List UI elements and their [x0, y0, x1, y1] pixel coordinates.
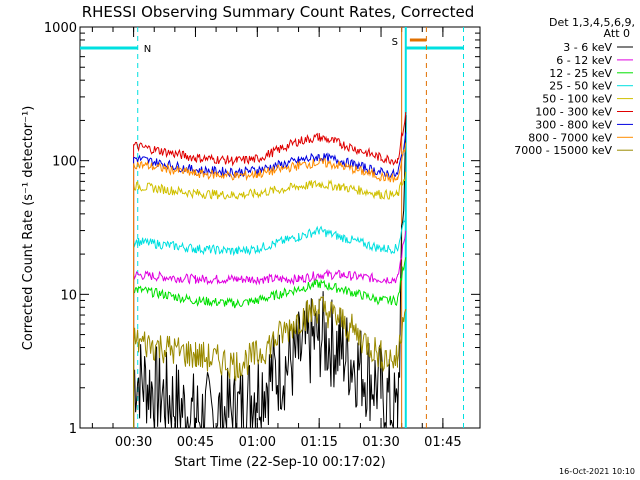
legend-label: 12 - 25 keV — [549, 67, 612, 80]
annotations: NS — [80, 27, 465, 428]
x-tick-label: 01:30 — [362, 435, 399, 450]
y-tick-label: 1 — [69, 422, 77, 437]
series-line — [133, 230, 407, 428]
series-line — [133, 171, 407, 428]
legend-label: 7000 - 15000 keV — [514, 144, 612, 157]
night-label: N — [144, 44, 151, 55]
legend-label: 100 - 300 keV — [535, 106, 612, 119]
plot-frame — [79, 26, 481, 429]
legend-label: 50 - 100 keV — [542, 93, 612, 106]
x-tick-label: 01:45 — [424, 435, 461, 450]
y-tick-label: 10 — [60, 288, 77, 303]
y-axis: 1 10 100 1000 — [44, 21, 480, 437]
y-tick-label: 1000 — [44, 21, 77, 36]
legend-label: 800 - 7000 keV — [528, 131, 612, 144]
x-tick-label: 00:30 — [115, 435, 152, 450]
legend-label: 300 - 800 keV — [535, 118, 612, 131]
series-line — [133, 295, 407, 428]
saa-label: S — [392, 37, 398, 48]
series-line — [133, 142, 407, 428]
x-tick-label: 01:15 — [300, 435, 337, 450]
series-group — [133, 112, 407, 429]
x-axis-label: Start Time (22-Sep-10 00:17:02) — [174, 455, 385, 470]
series-line — [133, 257, 407, 428]
x-axis: 00:30 00:45 01:00 01:15 01:30 01:45 — [91, 27, 465, 450]
legend-header-line2: Att 0 — [604, 27, 630, 40]
chart-title: RHESSI Observing Summary Count Rates, Co… — [82, 3, 475, 21]
legend-label: 6 - 12 keV — [556, 54, 612, 67]
series-line — [133, 215, 407, 428]
x-tick-label: 01:00 — [239, 435, 276, 450]
series-line — [133, 115, 407, 429]
legend-header-line1: Det 1,3,4,5,6,9, — [549, 16, 635, 29]
footer-timestamp: 16-Oct-2021 10:10 — [559, 467, 635, 476]
y-axis-label: Corrected Count Rate (s⁻¹ detector⁻¹) — [21, 106, 36, 351]
y-tick-label: 100 — [52, 155, 77, 170]
legend-label: 25 - 50 keV — [549, 80, 612, 93]
x-tick-label: 00:45 — [177, 435, 214, 450]
series-line — [133, 112, 407, 428]
legend-label: 3 - 6 keV — [563, 41, 612, 54]
